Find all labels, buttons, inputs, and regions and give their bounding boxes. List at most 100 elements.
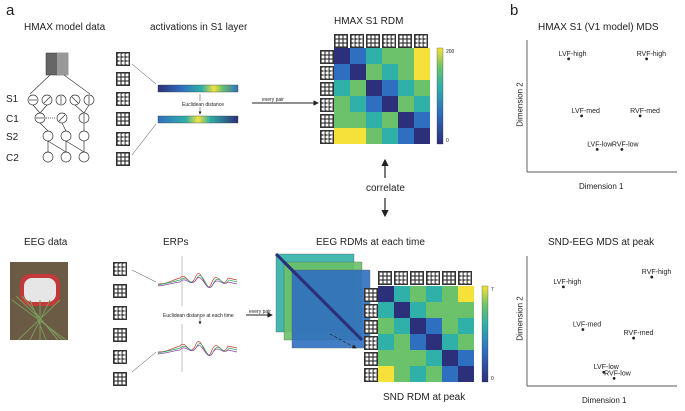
rdm-cell	[382, 80, 398, 96]
mds-point	[581, 328, 585, 331]
rdm-cell	[410, 350, 426, 366]
rdm-header-stim-2	[350, 34, 364, 48]
rdm-cell	[414, 96, 430, 112]
rdm-side-stim-2	[320, 66, 334, 80]
mds1-ylabel: Dimension 2	[515, 82, 525, 127]
rdm-cell	[350, 128, 366, 144]
snd-side-stim-4	[364, 336, 378, 350]
rdm-cell	[410, 334, 426, 350]
mds2-axes	[526, 256, 677, 387]
rdm-cell	[442, 302, 458, 318]
rdm-cell	[426, 334, 442, 350]
stimulus-thumb-4	[116, 112, 130, 126]
mds-point	[612, 376, 616, 380]
c1-units	[32, 104, 90, 124]
hmax-cbar-max: 200	[446, 49, 455, 55]
rdm-cell	[378, 350, 394, 366]
rdm-cell	[458, 286, 474, 302]
mds1-xlabel: Dimension 1	[579, 182, 624, 191]
rdm-cell	[382, 64, 398, 80]
rdm-side-stim-4	[320, 98, 334, 112]
rdm-cell	[442, 318, 458, 334]
hmax-rdm-matrix	[334, 48, 430, 144]
eeg-stimulus-thumb-4	[113, 328, 127, 342]
rdm-cell	[426, 318, 442, 334]
mds1-axes	[526, 40, 677, 173]
snd-side-stim-3	[364, 320, 378, 334]
rdm-cell	[410, 286, 426, 302]
rdm-cell	[442, 334, 458, 350]
snd-rdm-title: SND RDM at peak	[383, 392, 466, 403]
mds-point	[645, 57, 648, 61]
rdm-cell	[350, 112, 366, 128]
mds-point	[580, 114, 583, 118]
layer-s2-label: S2	[6, 132, 19, 143]
rdm-cell	[426, 286, 442, 302]
snd-side-stim-2	[364, 304, 378, 318]
eeg-stimulus-thumb-2	[113, 284, 127, 298]
rdm-cell	[334, 128, 350, 144]
panel-b-label: b	[510, 2, 519, 19]
snd-side-stim-6	[364, 368, 378, 382]
layer-c1-label: C1	[6, 114, 19, 125]
rdm-cell	[378, 318, 394, 334]
rdm-cell	[398, 112, 414, 128]
rdm-cell	[458, 350, 474, 366]
rdm-cell	[442, 286, 458, 302]
eeg-stimulus-thumb-1	[113, 262, 127, 276]
mds-point-label: LVF-med	[573, 322, 601, 329]
snd-header-stim-3	[410, 271, 424, 285]
mds-point-label: LVF-high	[553, 279, 581, 286]
mds-point	[595, 148, 599, 151]
rdm-cell	[458, 302, 474, 318]
rdm-side-stim-1	[320, 50, 334, 64]
eeg-stimulus-thumb-3	[113, 306, 127, 320]
snd-header-stim-6	[458, 271, 472, 285]
mds-point	[602, 370, 606, 374]
mds1-points: LVF-high RVF-high LVF-med RVF-med LVF-low RVF…	[559, 51, 666, 151]
rdm-cell	[410, 366, 426, 382]
hmax-colorbar	[436, 47, 444, 145]
rdm-cell	[366, 112, 382, 128]
eeg-rdm-stack	[274, 252, 371, 349]
c2-units	[42, 140, 90, 163]
rdm-cell	[394, 318, 410, 334]
rdm-cell	[350, 96, 366, 112]
rdm-cell	[382, 128, 398, 144]
mds-point	[632, 336, 635, 340]
stimulus-thumb-6	[116, 152, 130, 166]
rdm-cell	[458, 334, 474, 350]
rdm-side-stim-5	[320, 114, 334, 128]
rdm-cell	[366, 128, 382, 144]
euclid-label: Euclidean distance	[182, 102, 224, 108]
every-pair-label: every pair	[262, 97, 284, 103]
eeg-cbar-max: 7	[491, 287, 494, 293]
rdm-header-stim-4	[382, 34, 396, 48]
rdm-cell	[350, 64, 366, 80]
rdm-cell	[334, 96, 350, 112]
mds-point-label: RVF-low	[604, 370, 632, 377]
stimulus-thumb-1	[116, 52, 130, 66]
s1-units	[27, 94, 95, 106]
correlate-label: correlate	[366, 183, 405, 194]
rdm-cell	[394, 350, 410, 366]
eeg-rdms-title: EEG RDMs at each time	[316, 237, 425, 248]
rdm-cell	[350, 80, 366, 96]
rdm-cell	[366, 80, 382, 96]
rdm-cell	[394, 302, 410, 318]
rdm-cell	[398, 64, 414, 80]
mds-point-label: LVF-high	[559, 51, 587, 58]
rdm-cell	[414, 64, 430, 80]
rdm-cell	[334, 112, 350, 128]
rdm-cell	[394, 366, 410, 382]
rdm-cell	[442, 350, 458, 366]
mds-point	[620, 148, 624, 151]
rdm-cell	[366, 96, 382, 112]
rdm-cell	[414, 128, 430, 144]
rdm-cell	[410, 302, 426, 318]
rdm-cell	[378, 334, 394, 350]
mds-point	[650, 275, 654, 279]
snd-header-stim-1	[378, 271, 392, 285]
stimulus-thumb-3	[116, 92, 130, 106]
activation-bar-top	[157, 84, 239, 93]
